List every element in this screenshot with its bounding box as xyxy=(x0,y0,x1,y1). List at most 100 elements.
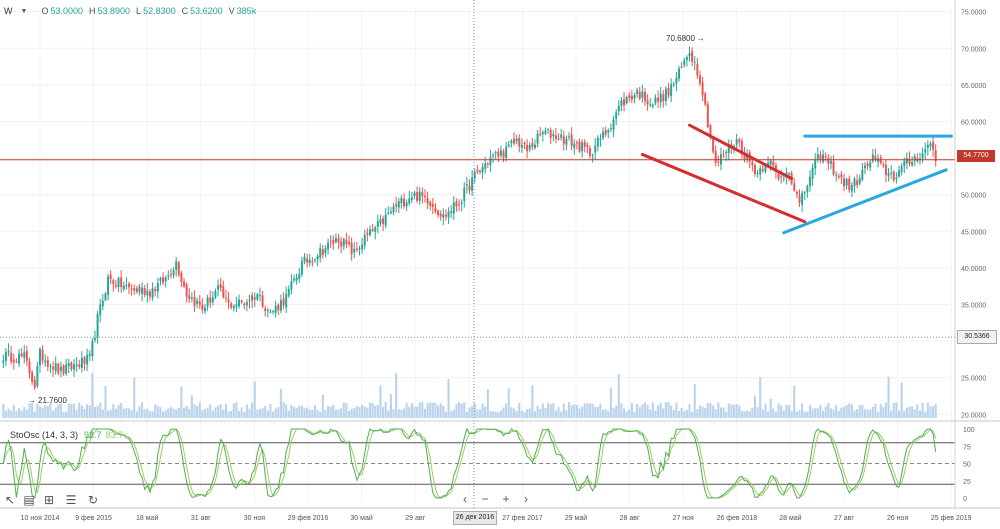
volume-bar xyxy=(217,405,220,418)
volume-bar xyxy=(869,409,872,418)
add-indicator-icon[interactable]: ⊞ xyxy=(43,493,55,507)
volume-bar xyxy=(319,411,322,418)
trendline-red[interactable] xyxy=(688,123,794,181)
volume-bar xyxy=(2,403,5,418)
trendline-red[interactable] xyxy=(640,152,807,224)
candle xyxy=(319,243,322,263)
candle xyxy=(164,275,167,288)
candle xyxy=(499,145,502,159)
volume-bar xyxy=(921,402,924,418)
zoom-in-icon[interactable]: + xyxy=(502,492,510,506)
volume-bar xyxy=(520,410,523,418)
volume-bar xyxy=(413,406,416,418)
candle xyxy=(845,177,848,190)
candle xyxy=(607,128,610,139)
volume-bar xyxy=(329,406,332,418)
volume-bar xyxy=(934,404,937,418)
candle xyxy=(141,282,144,302)
scroll-right-icon[interactable]: › xyxy=(524,492,528,506)
volume-bar xyxy=(751,407,754,418)
trendline-blue[interactable] xyxy=(782,168,948,235)
volume-bar xyxy=(334,409,337,418)
candle xyxy=(691,47,694,67)
volume-bar xyxy=(206,407,209,418)
candle xyxy=(934,144,937,167)
candle xyxy=(101,293,104,311)
candle xyxy=(46,356,49,372)
candle xyxy=(583,139,586,153)
volume-bar xyxy=(49,402,52,418)
price-tick-label: 70.0000 xyxy=(961,46,986,53)
volume-bar xyxy=(730,404,733,418)
candle xyxy=(478,169,481,175)
candle xyxy=(49,363,52,373)
candle xyxy=(109,269,112,285)
volume-bar xyxy=(23,406,26,418)
volume-bar xyxy=(70,404,73,418)
candle xyxy=(36,361,39,389)
chevron-down-icon[interactable]: ▼ xyxy=(20,7,28,15)
volume-bar xyxy=(20,410,23,418)
candle xyxy=(882,161,885,168)
volume-bar xyxy=(612,408,615,418)
candle xyxy=(20,347,23,358)
volume-bar xyxy=(93,406,97,418)
volume-bar xyxy=(473,403,476,418)
volume-bar xyxy=(10,410,13,418)
candle xyxy=(353,241,356,259)
interval-label[interactable]: W xyxy=(4,6,13,16)
candle xyxy=(863,161,866,175)
reset-icon[interactable]: ↻ xyxy=(87,493,99,507)
price-tick-label: 35.0000 xyxy=(961,303,986,310)
volume-bar xyxy=(667,402,670,418)
candle xyxy=(672,81,675,88)
candle xyxy=(67,358,70,374)
candle xyxy=(856,174,859,189)
settings-sliders-icon[interactable]: ☰ xyxy=(65,493,77,507)
candle xyxy=(376,214,379,234)
document-icon[interactable]: ▤ xyxy=(23,493,35,507)
volume-bar xyxy=(494,411,497,418)
candle xyxy=(505,142,508,162)
volume-bar xyxy=(795,411,798,418)
candle xyxy=(156,277,159,299)
volume-bar xyxy=(764,403,767,418)
volume-bar xyxy=(120,402,123,418)
volume-bar xyxy=(706,403,709,418)
candle xyxy=(641,84,644,103)
volume-bar xyxy=(727,403,730,418)
volume-bar xyxy=(125,408,128,418)
candle xyxy=(450,205,453,219)
volume-bar xyxy=(471,406,474,418)
candle xyxy=(481,162,484,180)
candle xyxy=(811,163,814,186)
volume-bar xyxy=(575,404,578,418)
candle xyxy=(290,274,293,295)
candle xyxy=(405,199,408,211)
candle xyxy=(38,347,41,373)
volume-bar xyxy=(450,411,453,418)
volume-bar xyxy=(410,403,413,418)
crosshair-price-label: 30.5366 xyxy=(957,330,997,344)
indicator-value-k: 93.7 xyxy=(84,430,102,440)
volume-bar xyxy=(670,405,673,418)
volume-bar xyxy=(345,403,348,418)
candle xyxy=(274,300,277,318)
arrow-icon[interactable]: ↖ xyxy=(4,493,16,507)
indicator-name[interactable]: StoOsc (14, 3, 3) xyxy=(10,430,79,440)
candle xyxy=(384,208,387,229)
ohlc-v-label: V xyxy=(228,6,235,16)
volume-bar xyxy=(636,404,639,418)
zoom-out-icon[interactable]: − xyxy=(481,492,489,506)
candle xyxy=(183,278,186,289)
stoch-tick-label: 100 xyxy=(963,427,975,434)
candle xyxy=(680,62,683,69)
time-tick-label: 29 авг xyxy=(405,515,425,522)
candle xyxy=(138,284,141,296)
volume-bar xyxy=(36,403,39,418)
candle xyxy=(586,142,589,154)
ohlc-h-label: H xyxy=(89,6,96,16)
scroll-left-icon[interactable]: ‹ xyxy=(463,492,467,506)
